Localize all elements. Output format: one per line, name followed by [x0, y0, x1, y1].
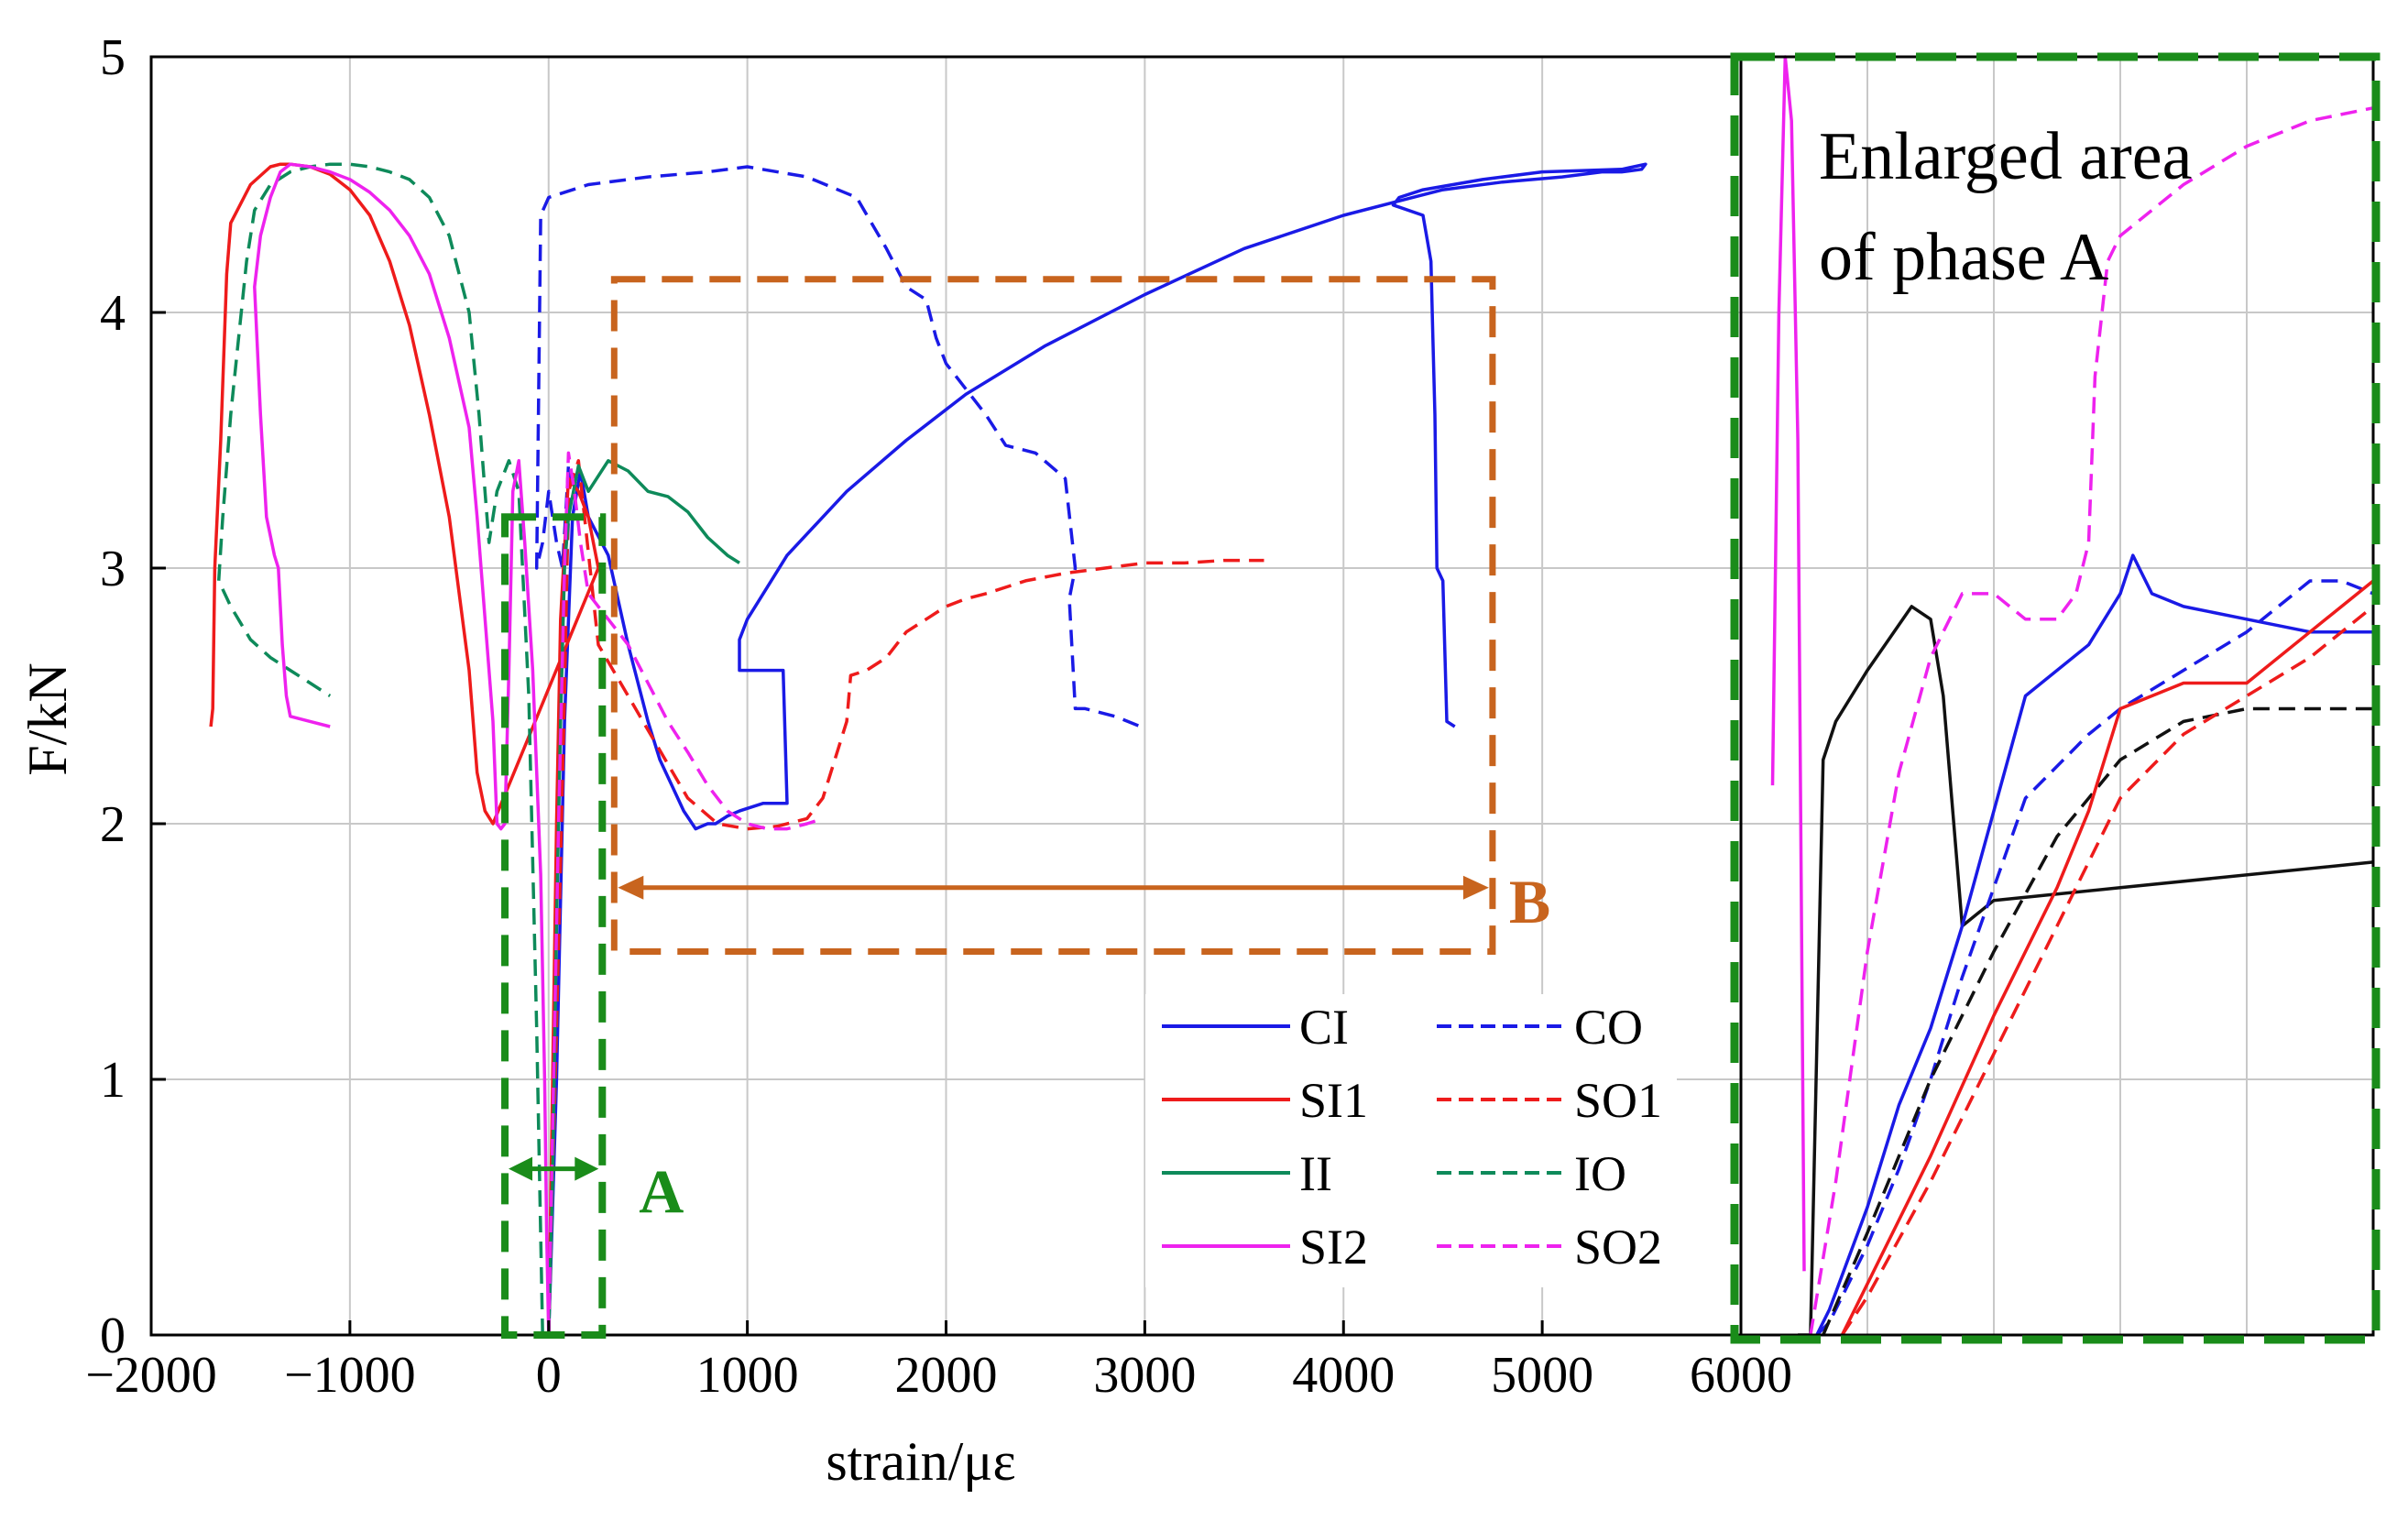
legend-label-so1: SO1 — [1574, 1073, 1662, 1128]
legend: CI CO SI1 SO1 II IO SI2 SO2 — [1145, 994, 1677, 1287]
tick-labels: −2000 −1000 0 1000 2000 3000 4000 5000 6000 0 1 2 3 4… — [85, 29, 1792, 1404]
inset-series-line-so2 — [1809, 106, 2374, 1336]
phase-a-label: A — [639, 1157, 684, 1227]
y-tick-label: 4 — [100, 285, 126, 342]
legend-label-co: CO — [1574, 1000, 1643, 1055]
phase-a-inset: Enlarged area of phase A — [1730, 52, 2381, 1344]
series-line-so2 — [547, 451, 824, 1336]
legend-label-si2: SI2 — [1299, 1220, 1368, 1275]
series-line-si2 — [253, 162, 551, 1336]
inset-background — [1741, 57, 2373, 1335]
legend-label-ci: CI — [1299, 1000, 1349, 1055]
series-line-io — [216, 162, 544, 1336]
inset-grid — [1741, 57, 2373, 1335]
series-line-so1 — [547, 459, 1264, 1336]
x-tick-label: 6000 — [1690, 1347, 1792, 1404]
inset-title-line2: of phase A — [1819, 220, 2109, 295]
series-line-co — [534, 165, 1142, 1336]
phase-annotations: AB — [501, 276, 1550, 1339]
x-tick-label: 1000 — [696, 1347, 799, 1404]
y-tick-label: 2 — [100, 796, 126, 853]
phase-a-arrowhead-left — [509, 1156, 533, 1181]
inset-title-line1: Enlarged area — [1819, 119, 2192, 194]
inset-highlight-border — [1730, 52, 2381, 1344]
series-line-si1 — [209, 162, 600, 1336]
inset-series-line-so1 — [1840, 605, 2375, 1336]
y-tick-label: 1 — [100, 1052, 126, 1109]
y-tick-label: 0 — [100, 1308, 126, 1364]
legend-box — [1145, 994, 1677, 1287]
x-axis-title: strain/με — [826, 1431, 1015, 1492]
x-tick-label: 3000 — [1093, 1347, 1196, 1404]
x-tick-label: −2000 — [85, 1347, 217, 1404]
x-tick-label: 0 — [536, 1347, 562, 1404]
x-tick-label: 4000 — [1292, 1347, 1395, 1404]
grid — [151, 57, 1741, 1335]
phase-b-label: B — [1509, 867, 1550, 936]
inset-series-line-ci — [1815, 553, 2373, 1336]
y-tick-label: 3 — [100, 541, 126, 597]
inset-series-line-si2 — [1770, 55, 1806, 1272]
inset-series-group — [1770, 55, 2375, 1337]
inset-series-line-si1 — [1840, 579, 2375, 1336]
x-tick-label: 5000 — [1491, 1347, 1593, 1404]
inset-series-line-co — [1815, 579, 2374, 1337]
phase-a-arrowhead-right — [575, 1156, 599, 1181]
series-line-ci — [547, 162, 1647, 1336]
phase-b-arrowhead-right — [1462, 875, 1489, 900]
series-group — [209, 162, 1647, 1336]
x-tick-label: −1000 — [284, 1347, 416, 1404]
y-axis-title: F/kN — [17, 662, 78, 775]
legend-label-io: IO — [1574, 1146, 1626, 1201]
phase-a-box — [501, 513, 607, 1339]
legend-label-ii: II — [1299, 1146, 1332, 1201]
legend-label-si1: SI1 — [1299, 1073, 1368, 1128]
series-line-ii — [547, 459, 740, 1336]
y-tick-label: 5 — [100, 29, 126, 86]
legend-label-so2: SO2 — [1574, 1220, 1662, 1275]
inset-series-line-black-solid — [1798, 605, 2374, 1337]
phase-b-box — [610, 276, 1496, 956]
inset-series-line-black-dashed — [1822, 706, 2373, 1336]
phase-b-arrowhead-left — [618, 875, 644, 900]
x-tick-label: 2000 — [895, 1347, 998, 1404]
